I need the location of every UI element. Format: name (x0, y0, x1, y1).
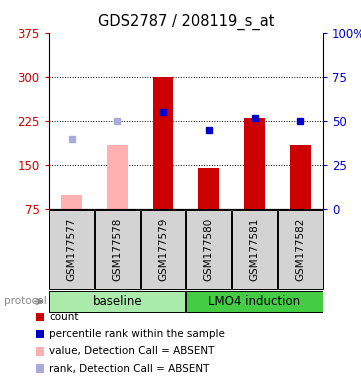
Bar (244, 118, 265, 209)
Text: GSM177579: GSM177579 (158, 218, 168, 281)
FancyBboxPatch shape (278, 210, 323, 289)
Bar (107, 144, 128, 209)
Title: GDS2787 / 208119_s_at: GDS2787 / 208119_s_at (98, 14, 274, 30)
Text: percentile rank within the sample: percentile rank within the sample (49, 329, 225, 339)
Text: protocol: protocol (4, 296, 46, 306)
Text: baseline: baseline (92, 295, 142, 308)
Text: GSM177578: GSM177578 (112, 218, 122, 281)
Text: GSM177580: GSM177580 (204, 218, 214, 281)
Text: LMO4 induction: LMO4 induction (208, 295, 301, 308)
Text: rank, Detection Call = ABSENT: rank, Detection Call = ABSENT (49, 364, 210, 374)
FancyBboxPatch shape (141, 210, 186, 289)
Text: GSM177582: GSM177582 (295, 218, 305, 281)
Text: GSM177577: GSM177577 (66, 218, 77, 281)
Bar (153, 77, 173, 209)
FancyBboxPatch shape (232, 210, 277, 289)
Bar (290, 144, 310, 209)
Bar (61, 195, 82, 209)
FancyBboxPatch shape (49, 210, 94, 289)
FancyBboxPatch shape (49, 291, 186, 312)
FancyBboxPatch shape (186, 210, 231, 289)
Text: count: count (49, 312, 79, 322)
Text: value, Detection Call = ABSENT: value, Detection Call = ABSENT (49, 346, 215, 356)
FancyBboxPatch shape (186, 291, 323, 312)
FancyBboxPatch shape (95, 210, 140, 289)
Text: GSM177581: GSM177581 (249, 218, 260, 281)
Bar (199, 168, 219, 209)
